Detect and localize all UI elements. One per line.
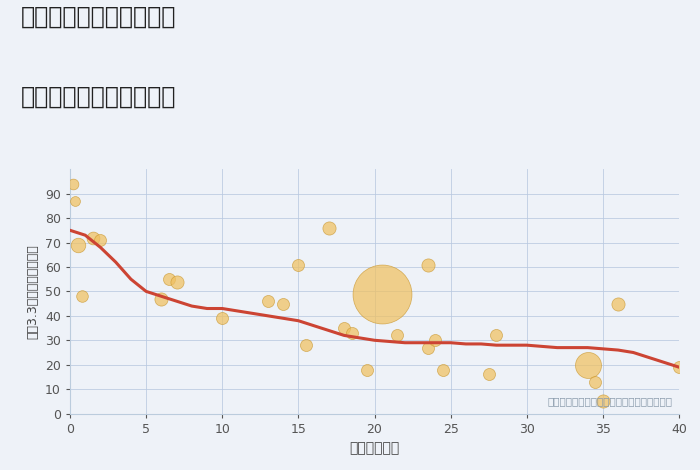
Point [483, 371, 494, 378]
Point [95, 236, 106, 244]
Point [293, 261, 304, 268]
Point [67, 180, 78, 188]
Point [69, 197, 80, 205]
Point [171, 278, 182, 285]
Point [72, 241, 83, 249]
Point [88, 234, 99, 242]
Point [422, 261, 433, 268]
Point [277, 300, 289, 307]
Point [673, 363, 685, 371]
X-axis label: 築年数（年）: 築年数（年） [349, 441, 400, 455]
Point [422, 344, 433, 352]
Point [597, 398, 608, 405]
Point [156, 295, 167, 303]
Point [612, 300, 624, 307]
Point [392, 332, 403, 339]
Point [323, 224, 335, 232]
Point [76, 292, 88, 300]
Point [262, 298, 274, 305]
Point [346, 329, 357, 337]
Text: 築年数別中古戸建て価格: 築年数別中古戸建て価格 [21, 85, 176, 109]
Point [589, 378, 601, 385]
Point [377, 290, 388, 298]
Point [300, 341, 312, 349]
Point [217, 314, 228, 322]
Point [163, 275, 174, 283]
Y-axis label: 坪（3.3㎡）単価（万円）: 坪（3.3㎡）単価（万円） [27, 244, 39, 339]
Text: 三重県津市一志町小山の: 三重県津市一志町小山の [21, 5, 176, 29]
Text: 円の大きさは、取引のあった物件面積を示す: 円の大きさは、取引のあった物件面積を示す [548, 396, 673, 406]
Point [582, 361, 594, 368]
Point [438, 366, 449, 373]
Point [361, 366, 372, 373]
Point [491, 332, 502, 339]
Point [430, 337, 441, 344]
Point [339, 324, 350, 332]
